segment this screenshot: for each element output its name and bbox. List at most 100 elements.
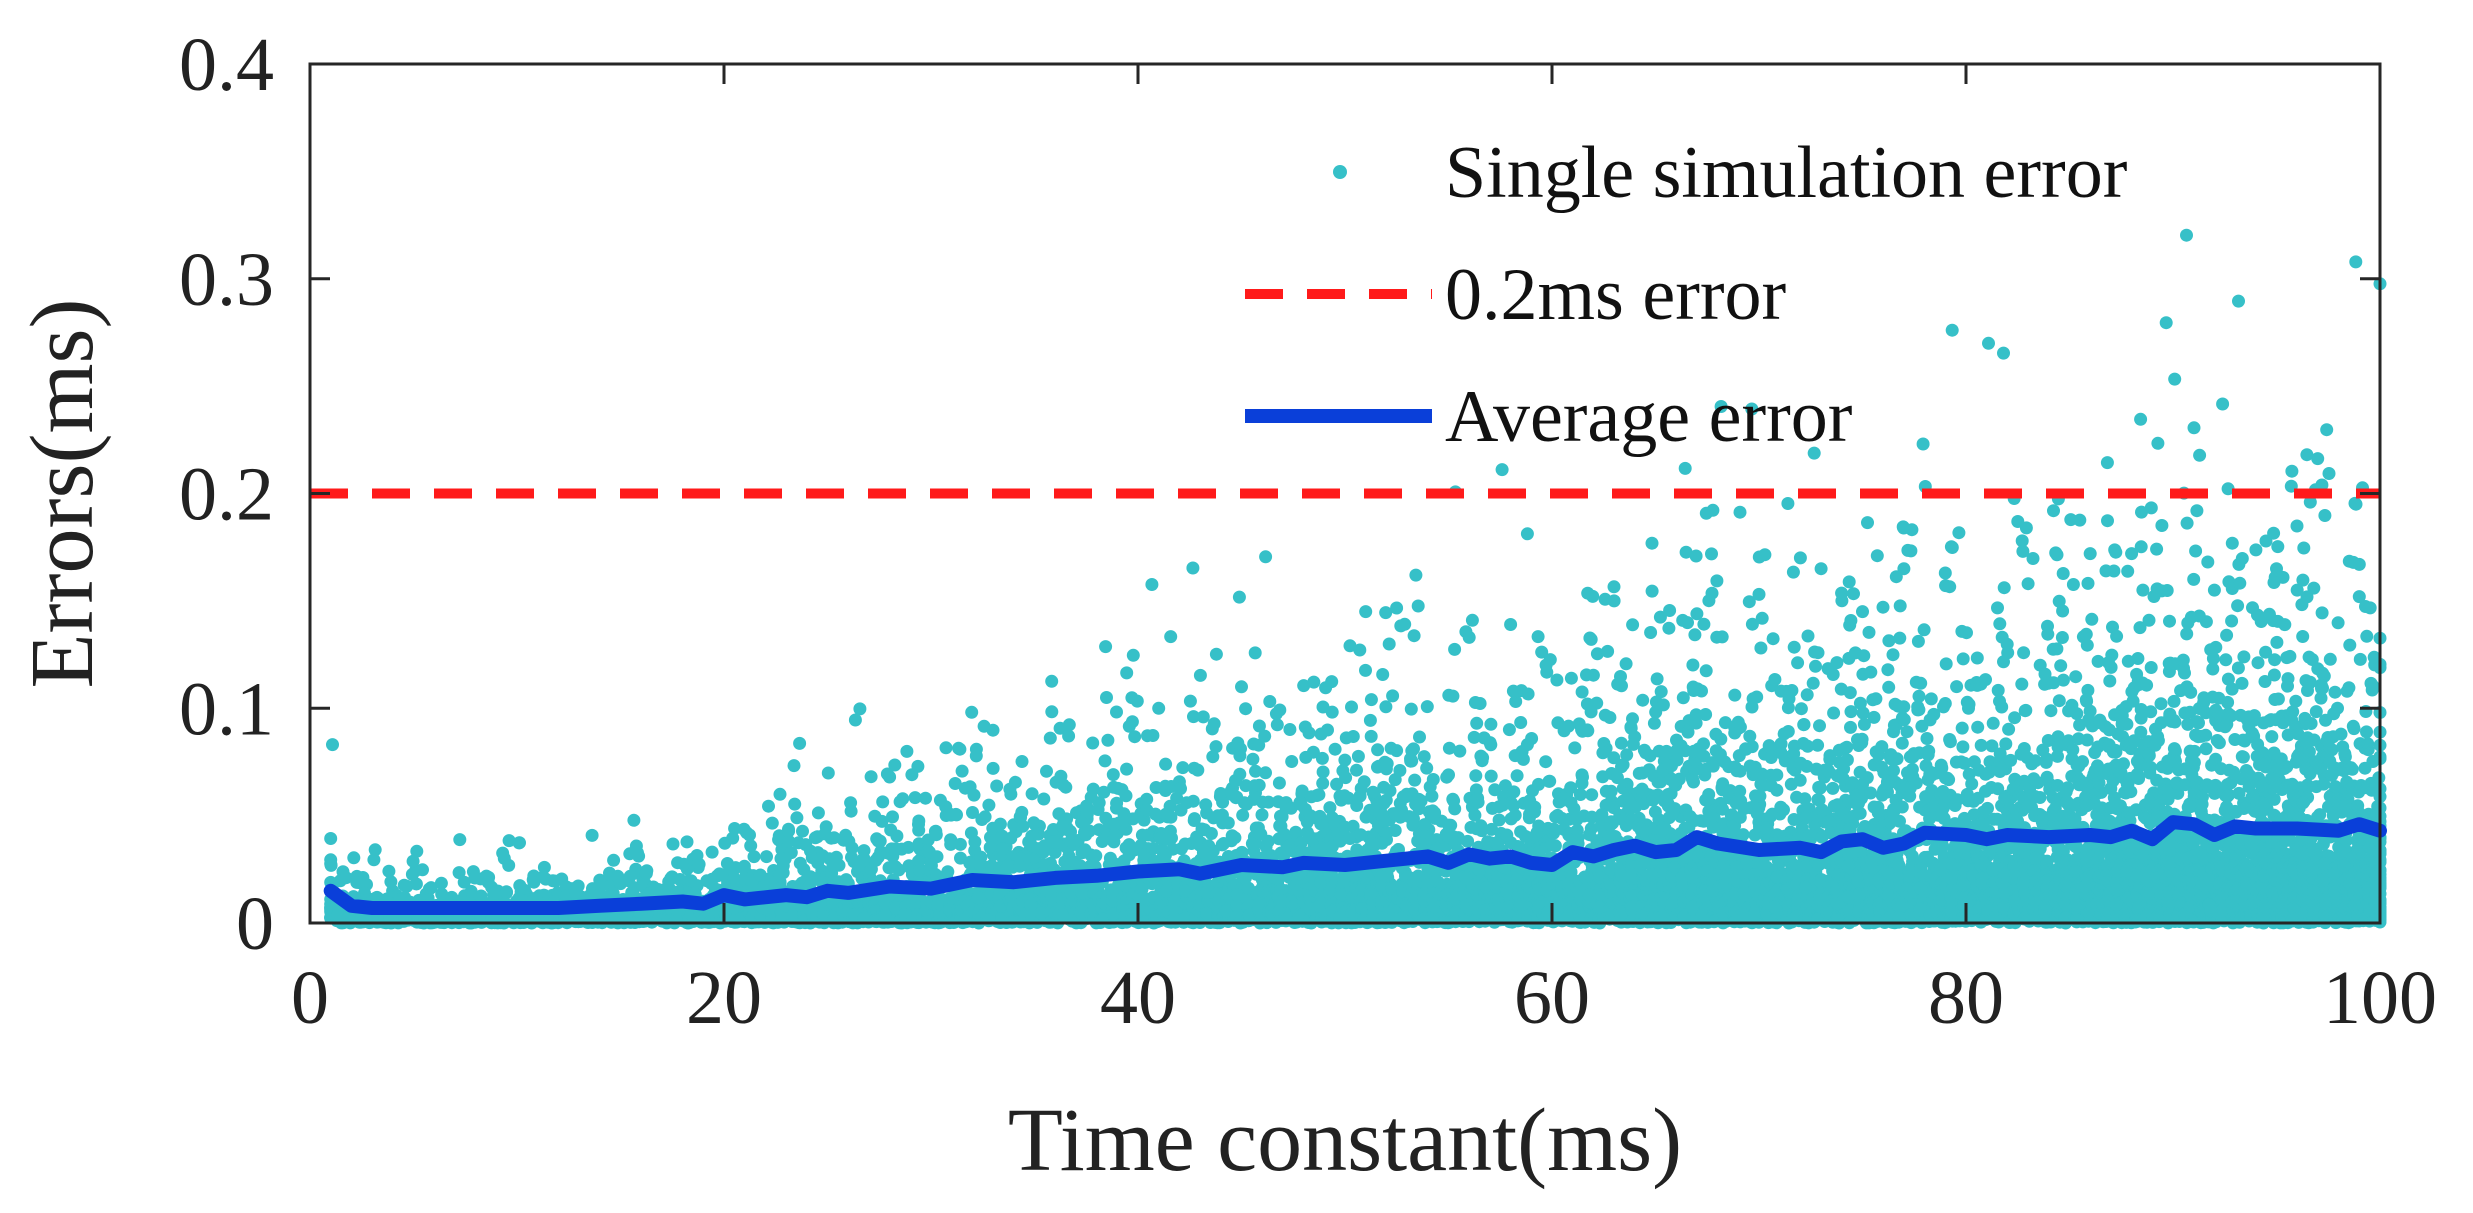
scatter-point-647	[585, 828, 599, 842]
scatter-point-4436	[1458, 914, 1472, 928]
scatter-point-423	[500, 886, 513, 900]
scatter-point-4977	[1551, 808, 1565, 822]
scatter-point-2855	[1158, 848, 1172, 862]
scatter-point-3919	[1379, 700, 1393, 714]
scatter-point-4882	[1543, 653, 1557, 667]
scatter-point-4124	[1408, 773, 1422, 787]
scatter-point-1464	[832, 858, 846, 872]
scatter-point-1980	[968, 835, 982, 849]
scatter-point-4618	[1502, 723, 1516, 737]
scatter-point-2849	[1159, 757, 1173, 771]
scatter-point-1894	[944, 837, 958, 851]
scatter-point-1274	[774, 852, 788, 866]
scatter-point-4165	[1420, 700, 1434, 714]
scatter-point-2204	[1015, 755, 1029, 768]
scatter-point-246	[424, 881, 438, 895]
scatter-point-1767	[912, 817, 925, 831]
scatter-point-145	[384, 875, 398, 889]
scatter-point-1504	[853, 702, 867, 716]
scatter-point-2754	[1141, 828, 1155, 842]
scatter-point-2029	[973, 857, 987, 871]
scatter-point-2619	[1108, 828, 1122, 842]
scatter-point-4096	[1413, 730, 1426, 744]
scatter-point-3001	[1196, 710, 1210, 724]
scatter-point-3692	[1325, 811, 1339, 825]
scatter-point-1683	[889, 842, 903, 856]
scatter-point-3202	[1235, 845, 1249, 859]
scatter-point-4458	[1468, 696, 1482, 709]
scatter-point-1947	[965, 705, 979, 719]
scatter-point-2737	[1146, 729, 1160, 742]
scatter-point-3967	[1376, 668, 1390, 681]
scatter-point-3205	[1230, 790, 1244, 804]
scatter-point-2072	[983, 841, 997, 854]
scatter-point-4318	[1439, 827, 1453, 841]
scatter-point-1901	[941, 865, 955, 879]
scatter-point-1860	[933, 793, 947, 807]
scatter-point-3656	[1325, 675, 1339, 689]
scatter-point-344	[464, 884, 478, 898]
scatter-point-4592	[1492, 813, 1506, 827]
scatter-point-2028	[971, 891, 985, 905]
scatter-point-711	[606, 886, 620, 900]
scatter-point-4031	[1398, 617, 1412, 631]
scatter-point-3854	[1359, 663, 1372, 677]
scatter-point-3763	[1351, 749, 1365, 763]
scatter-point-2955	[1188, 812, 1201, 826]
scatter-point-3636	[1316, 776, 1330, 790]
scatter-point-3200	[1239, 702, 1253, 716]
scatter-point-1125	[743, 828, 756, 842]
scatter-point-3317	[1259, 550, 1273, 564]
scatter-point-593	[557, 914, 571, 928]
scatter-point-4100	[1407, 629, 1421, 643]
scatter-point-3193	[1233, 767, 1247, 781]
scatter-point-4525	[1484, 717, 1498, 731]
scatter-point-4391	[1465, 613, 1479, 627]
scatter-point-276	[452, 866, 466, 880]
scatter-point-2368	[1062, 729, 1076, 743]
scatter-point-4472	[1470, 716, 1484, 730]
scatter-point-2934	[1178, 837, 1192, 851]
scatter-point-1650	[886, 810, 899, 824]
scatter-point-1388	[805, 905, 819, 919]
scatter-point-3630	[1314, 727, 1328, 741]
scatter-point-4607	[1492, 800, 1506, 814]
scatter-point-902	[680, 835, 694, 849]
scatter-point-1081	[726, 831, 740, 845]
scatter-point-2940	[1186, 561, 1200, 575]
scatter-point-2291	[1037, 792, 1051, 806]
scatter-point-1985	[969, 749, 983, 763]
scatter-point-2355	[1062, 718, 1076, 732]
scatter-point-1006	[705, 845, 719, 859]
scatter-point-738	[611, 869, 625, 883]
scatter-point-1277	[782, 834, 796, 848]
scatter-point-1282	[793, 736, 807, 750]
scatter-point-4005	[1390, 601, 1404, 615]
scatter-point-3971	[1374, 870, 1388, 884]
scatter-point-3756	[1353, 643, 1367, 657]
scatter-point-4633	[1504, 812, 1518, 826]
scatter-point-1419	[816, 849, 830, 863]
scatter-point-2594	[1106, 768, 1120, 782]
scatter-point-3859	[1354, 828, 1368, 842]
scatter-point-2857	[1160, 832, 1174, 846]
scatter-point-477	[518, 883, 532, 897]
scatter-point-101	[367, 853, 381, 867]
scatter-point-3567	[1312, 788, 1326, 802]
scatter-point-524	[537, 860, 551, 874]
scatter-point-1644	[888, 758, 902, 772]
scatter-point-3905	[1371, 743, 1385, 757]
scatter-point-3617	[1316, 765, 1330, 779]
scatter-point-3338	[1270, 718, 1284, 732]
scatter-point-4180	[1420, 761, 1434, 775]
scatter-point-4055	[1404, 702, 1418, 716]
scatter-point-1235	[765, 816, 779, 830]
scatter-point-1	[326, 738, 339, 752]
scatter-point-1156	[747, 850, 761, 864]
scatter-point-1271	[782, 824, 796, 838]
scatter-point-4679	[1510, 769, 1524, 783]
scatter-point-4209	[1426, 773, 1440, 786]
scatter-point-3161	[1228, 831, 1242, 845]
scatter-point-4548	[1484, 738, 1498, 752]
